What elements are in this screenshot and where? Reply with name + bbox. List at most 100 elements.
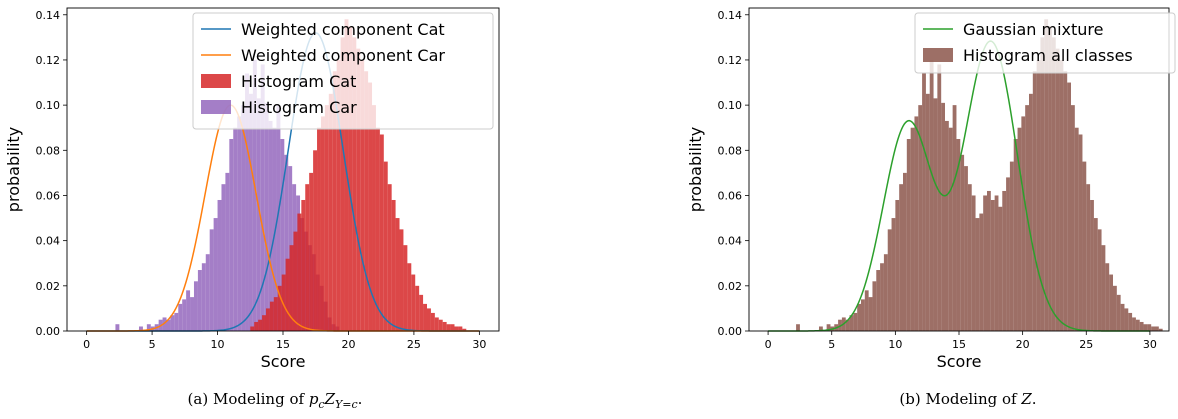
histogram-bar <box>301 199 306 331</box>
histogram-bar <box>297 213 302 331</box>
histogram-bar <box>929 59 934 331</box>
histogram-bar <box>1151 326 1155 331</box>
histogram-bar <box>352 37 357 331</box>
legend: Gaussian mixture Histogram all classes <box>914 12 1176 74</box>
histogram-bar <box>387 184 392 331</box>
legend-patch-swatch <box>923 48 953 62</box>
histogram-bar <box>170 315 175 331</box>
y-tick-label: 0.08 <box>718 144 743 157</box>
x-tick-label: 10 <box>888 338 902 351</box>
histogram-bar <box>1082 161 1087 331</box>
y-tick-label: 0.10 <box>36 99 61 112</box>
histogram-bar <box>284 154 289 331</box>
histogram-bar <box>289 245 294 331</box>
histogram-bar <box>1139 321 1144 331</box>
panel-a: (a) Modeling of pcZY=c. 0 5 10 15 20 25 30 0.00… <box>4 7 500 411</box>
histogram-bar <box>115 324 120 331</box>
histogram-bar <box>186 290 191 331</box>
histogram-bar <box>262 315 266 331</box>
histogram-bar <box>910 127 915 331</box>
histogram-bar <box>1158 328 1163 331</box>
histogram-bar <box>320 116 325 331</box>
legend-label: Histogram Car <box>241 98 357 117</box>
histogram-bar <box>399 229 404 331</box>
histogram-bar <box>273 297 278 331</box>
histogram-bar <box>922 73 926 332</box>
histogram-bar <box>960 154 965 331</box>
legend-patch-swatch <box>201 100 231 114</box>
series-line-0 <box>768 40 1150 332</box>
x-tick-label: 0 <box>765 338 772 351</box>
histogram-bar <box>193 281 198 331</box>
legend: Weighted component Cat Weighted component… <box>192 12 494 130</box>
histogram-bar <box>264 102 269 332</box>
histogram-bar <box>964 166 968 331</box>
histogram-bar <box>1147 324 1152 331</box>
histogram-bar <box>256 98 261 332</box>
histogram-bar <box>1051 37 1056 331</box>
histogram-bar <box>1006 177 1010 331</box>
caption-a: (a) Modeling of pcZY=c. <box>188 390 363 411</box>
histogram-bar <box>945 120 949 331</box>
histogram-bar <box>1040 37 1045 331</box>
histogram-bar <box>1017 127 1022 331</box>
histogram-bar <box>1063 71 1068 332</box>
histogram-bar <box>277 285 282 331</box>
histogram-bar <box>237 116 242 331</box>
y-tick-label: 0.12 <box>718 54 743 67</box>
legend-label: Weighted component Car <box>241 46 445 65</box>
x-tick-label: 30 <box>472 338 486 351</box>
histogram-bar <box>1032 71 1037 332</box>
plot-area-1 <box>768 19 1163 332</box>
histogram-bar <box>411 274 416 331</box>
y-tick-label: 0.04 <box>718 235 743 248</box>
histogram-bar <box>372 105 376 331</box>
legend-label: Histogram Cat <box>241 72 356 91</box>
histogram-bar <box>201 263 206 331</box>
x-tick-label: 0 <box>83 338 90 351</box>
histogram-bar <box>450 324 455 331</box>
histogram-bar <box>454 326 459 331</box>
histogram-bar <box>182 299 187 331</box>
histogram-bar <box>990 199 995 331</box>
histogram-bar <box>1132 317 1136 331</box>
x-tick-label: 25 <box>1079 338 1093 351</box>
legend-label: Histogram all classes <box>963 46 1133 65</box>
x-tick-label: 20 <box>1016 338 1030 351</box>
histogram-bar <box>1078 134 1083 331</box>
histogram-bar <box>213 218 218 331</box>
y-tick-label: 0.02 <box>718 280 743 293</box>
histogram-bar <box>356 48 361 331</box>
histogram-bar <box>1074 127 1079 331</box>
histogram-bar <box>281 274 286 331</box>
y-tick-label: 0.06 <box>36 189 61 202</box>
histogram-bar <box>395 218 400 331</box>
histogram-bar <box>332 71 337 332</box>
histogram-bar <box>1109 274 1113 331</box>
x-tick-label: 30 <box>1143 338 1157 351</box>
histogram-bar <box>190 297 194 331</box>
histogram-bar <box>260 64 265 331</box>
y-tick-label: 0.10 <box>718 99 743 112</box>
histogram-bar <box>379 134 384 331</box>
histogram-bar <box>876 270 881 331</box>
histogram-bar <box>1105 263 1110 331</box>
caption-b: (b) Modeling of Z. <box>899 390 1036 408</box>
histogram-bar <box>1036 59 1041 331</box>
histogram-bar <box>1093 218 1098 331</box>
x-tick-label: 5 <box>149 338 156 351</box>
histogram-bar <box>415 285 420 331</box>
histogram-bar <box>887 229 892 331</box>
histogram-bar <box>906 139 911 331</box>
histogram-bar <box>941 102 945 332</box>
histogram-bar <box>423 303 427 331</box>
histogram-bar <box>309 172 314 331</box>
x-tick-label: 10 <box>211 338 225 351</box>
x-tick-label: 5 <box>828 338 835 351</box>
histogram-bar <box>217 199 222 331</box>
histogram-bar <box>324 105 329 331</box>
histogram-bar <box>446 324 451 331</box>
y-tick-label: 0.08 <box>36 144 61 157</box>
histogram-bar <box>438 319 443 331</box>
